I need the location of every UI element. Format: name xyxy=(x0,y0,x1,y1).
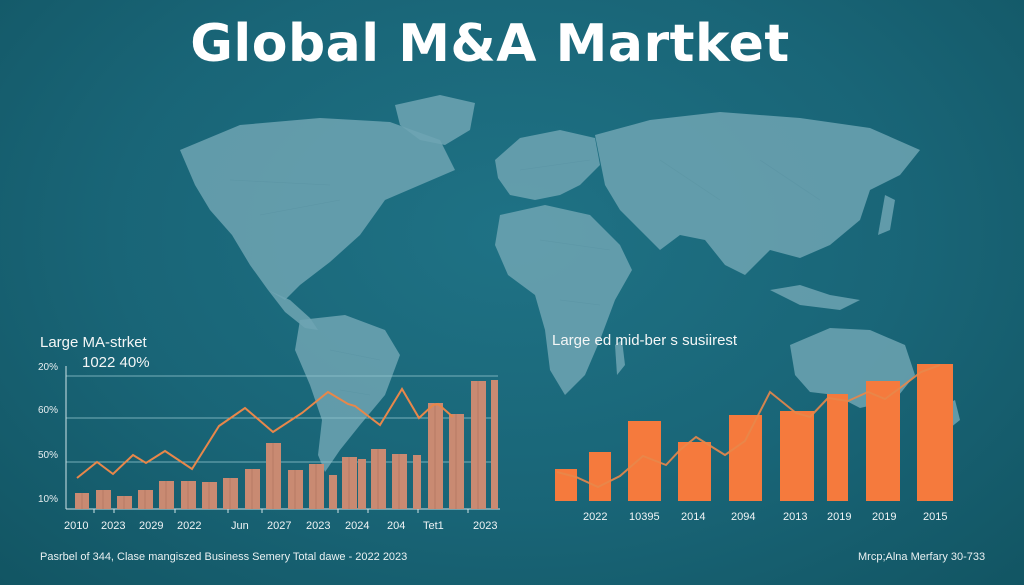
x-tick-label: 2015 xyxy=(923,511,948,523)
x-tick-label: 2023 xyxy=(101,520,126,532)
world-map xyxy=(180,95,960,472)
footer-left-note: Pasrbel of 344, Clase mangiszed Business… xyxy=(40,551,408,563)
x-tick-label: 2027 xyxy=(267,520,292,532)
left-trend-line xyxy=(76,387,454,479)
y-tick-label: 10% xyxy=(38,494,59,505)
x-tick-label: 204 xyxy=(387,520,406,532)
x-tick-label: 2023 xyxy=(306,520,331,532)
right-chart-title: Large ed mid-ber s susiirest xyxy=(552,332,738,349)
x-tick-label: 10395 xyxy=(629,511,660,523)
x-tick-label: 2029 xyxy=(139,520,164,532)
x-tick-label: 2019 xyxy=(872,511,897,523)
x-tick-label: 2013 xyxy=(783,511,808,523)
left-bars xyxy=(75,380,498,509)
page-title: Global M&A Martket xyxy=(190,14,790,74)
x-tick-label: Jun xyxy=(231,520,249,532)
x-tick-label: 2094 xyxy=(731,511,756,523)
x-tick-label: 2014 xyxy=(681,511,706,523)
x-tick-label: 2023 xyxy=(473,520,498,532)
y-tick-label: 50% xyxy=(38,450,59,461)
y-tick-label: 20% xyxy=(38,362,59,373)
x-tick-label: 2010 xyxy=(64,520,89,532)
left-chart-title: Large MA-strket xyxy=(40,334,147,351)
x-tick-label: 2024 xyxy=(345,520,370,532)
left-chart-subtitle: 1022 40% xyxy=(82,354,150,371)
right-trend-line xyxy=(556,364,941,489)
x-tick-label: 2019 xyxy=(827,511,852,523)
x-tick-label: 2022 xyxy=(177,520,202,532)
footer-right-note: Mrcp;Alna Merfary 30-733 xyxy=(858,551,986,563)
x-tick-label: Tet1 xyxy=(423,520,444,532)
right-bars xyxy=(555,364,953,501)
x-tick-label: 2022 xyxy=(583,511,608,523)
y-tick-label: 60% xyxy=(38,405,59,416)
